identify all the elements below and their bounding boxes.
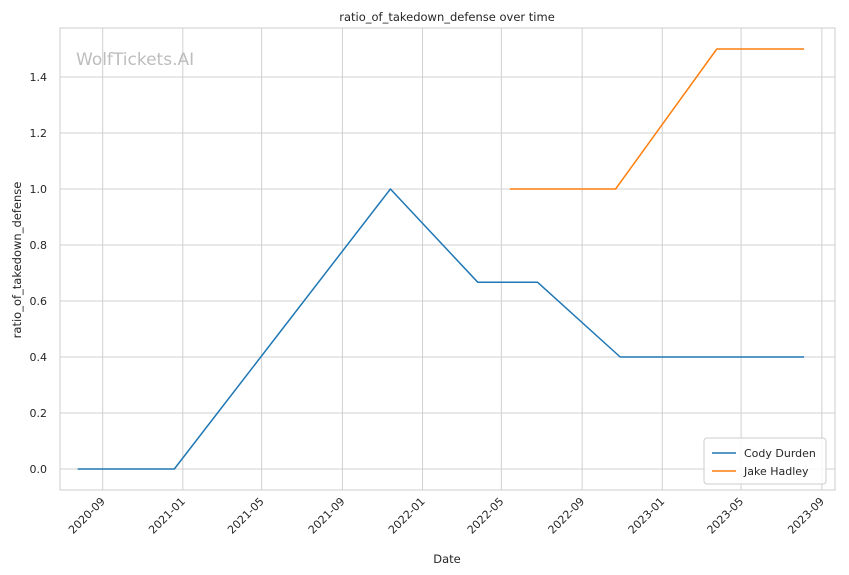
- y-tick-label: 1.4: [30, 71, 48, 84]
- series-line-cody-durden: [77, 188, 805, 470]
- y-tick-label: 1.2: [30, 127, 48, 140]
- watermark: WolfTickets.AI: [76, 50, 194, 70]
- x-axis-title: Date: [433, 552, 461, 566]
- chart-title: ratio_of_takedown_defense over time: [339, 10, 555, 24]
- plot-frame: [59, 27, 836, 491]
- y-axis-title: ratio_of_takedown_defense: [10, 182, 24, 339]
- y-tick-label: 0.6: [30, 295, 48, 308]
- legend-box: [703, 437, 827, 485]
- y-tick-label: 0.8: [30, 239, 48, 252]
- y-tick-label: 0.0: [30, 463, 48, 476]
- y-tick-label: 0.4: [30, 351, 48, 364]
- legend-label-cody-durden: Cody Durden: [744, 447, 816, 460]
- legend: Cody Durden Jake Hadley: [703, 437, 827, 485]
- legend-label-jake-hadley: Jake Hadley: [743, 465, 809, 478]
- y-tick-label: 0.2: [30, 407, 48, 420]
- y-axis-ticks: 0.0 0.2 0.4 0.6 0.8 1.0 1.2 1.4: [30, 71, 48, 476]
- series-line-jake-hadley: [509, 48, 805, 190]
- series-lines: [77, 48, 805, 470]
- y-tick-label: 1.0: [30, 183, 48, 196]
